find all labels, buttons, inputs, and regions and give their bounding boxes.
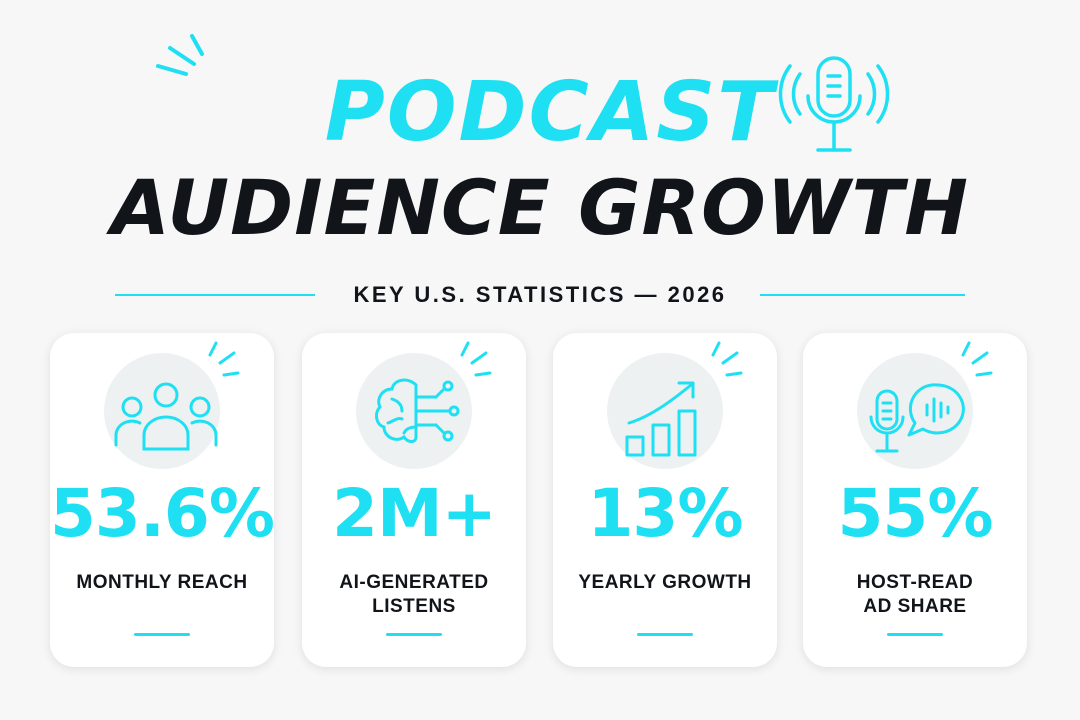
accent-bar xyxy=(637,633,693,636)
growth-chart-icon xyxy=(625,341,743,457)
stat-label-line: AI-GENERATED xyxy=(339,572,489,593)
stat-card-monthly-reach: 53.6% MONTHLY REACH xyxy=(50,333,275,667)
divider-left xyxy=(115,294,315,296)
stat-label: AI-GENERATED LISTENS xyxy=(302,571,526,619)
title-line-1: PODCAST xyxy=(324,65,776,160)
stat-card-yearly-growth: 13% YEARLY GROWTH xyxy=(553,333,777,667)
title-line-2: AUDIENCE GROWTH xyxy=(111,163,969,252)
subtitle-row: KEY U.S. STATISTICS — 2026 xyxy=(0,280,1080,310)
accent-bar xyxy=(386,633,442,636)
subtitle: KEY U.S. STATISTICS — 2026 xyxy=(353,282,727,307)
stat-value: 13% xyxy=(587,475,744,552)
stat-label: MONTHLY REACH xyxy=(50,571,274,595)
stat-value: 53.6% xyxy=(50,475,275,552)
stat-label: YEARLY GROWTH xyxy=(553,571,777,595)
brain-circuit-icon xyxy=(375,341,492,443)
burst-lines-icon xyxy=(156,34,204,76)
stat-label-line: AD SHARE xyxy=(863,596,967,617)
stat-value: 55% xyxy=(837,475,994,552)
stat-label-line: LISTENS xyxy=(372,596,456,617)
stat-label-line: YEARLY GROWTH xyxy=(578,572,752,593)
microphone-icon xyxy=(778,56,890,152)
stat-card-host-read-ad-share: 55% HOST-READ AD SHARE xyxy=(803,333,1027,667)
audience-group-icon xyxy=(114,341,240,451)
accent-bar xyxy=(134,633,190,636)
icon-bubble xyxy=(356,353,472,469)
stat-label: HOST-READ AD SHARE xyxy=(803,571,1027,619)
stat-value: 2M+ xyxy=(332,475,497,552)
divider-right xyxy=(760,294,965,296)
stat-label-line: HOST-READ xyxy=(856,572,974,593)
stat-card-ai-generated-listens: 2M+ AI-GENERATED LISTENS xyxy=(302,333,526,667)
mic-speech-icon xyxy=(869,341,993,453)
stat-label-line: MONTHLY REACH xyxy=(76,572,248,593)
accent-bar xyxy=(887,633,943,636)
